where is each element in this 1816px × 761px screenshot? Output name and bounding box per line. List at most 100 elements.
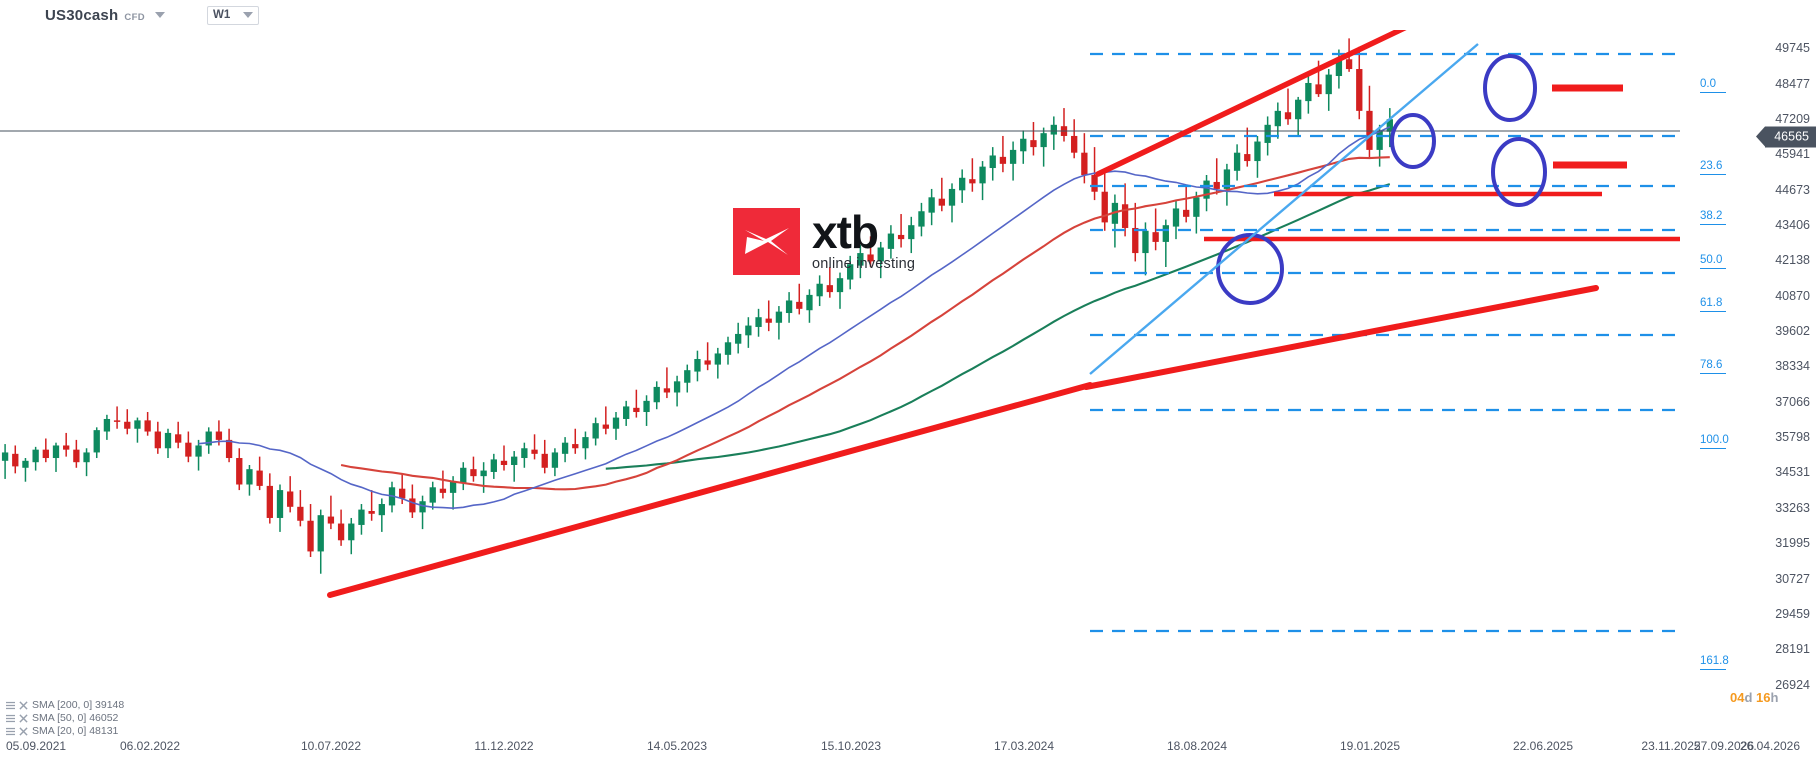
price-tick-label: 44673 [1775, 182, 1810, 197]
candle-body [1213, 181, 1220, 189]
candle-body [511, 456, 518, 465]
current-price-badge: 46565 [1756, 126, 1816, 148]
price-tick-label: 29459 [1775, 606, 1810, 621]
fib-level-label: 50.0 [1700, 254, 1723, 266]
trendline-upper[interactable] [1095, 30, 1438, 177]
close-icon[interactable] [19, 713, 28, 723]
chart-canvas [0, 30, 1680, 633]
candle-body [378, 504, 385, 516]
brand-tagline: online investing [812, 256, 916, 273]
candle-body [989, 155, 996, 169]
price-tick-label: 45941 [1775, 147, 1810, 162]
candle-body [113, 420, 121, 422]
price-tick-label: 48477 [1775, 76, 1810, 91]
settings-icon[interactable] [6, 727, 15, 736]
candle-body [42, 449, 49, 459]
chart-toolbar: US30cash CFD W1 [0, 0, 1816, 30]
close-icon[interactable] [19, 700, 28, 710]
fib-level-label: 78.6 [1700, 359, 1723, 371]
circle-marker-4[interactable] [1491, 137, 1547, 207]
price-axis[interactable]: 49745 48477 47209 45941 44673 43406 42138 40870… [1756, 30, 1816, 702]
settings-icon[interactable] [6, 701, 15, 710]
candle-body [175, 434, 182, 443]
candle-body [225, 439, 233, 459]
fibonacci-levels [1090, 52, 1680, 633]
instrument-type-label: CFD [124, 11, 146, 23]
candle-body [12, 453, 19, 467]
fib-level-underline [1700, 224, 1726, 225]
chevron-down-icon[interactable] [243, 12, 254, 18]
candle-body [541, 453, 548, 468]
candle-body [1020, 138, 1027, 152]
candle-body [1315, 84, 1322, 95]
settings-icon[interactable] [6, 714, 15, 723]
candle-body [185, 442, 192, 457]
candle-body [1009, 149, 1017, 164]
date-tick-label: 27.09.2026 [1693, 739, 1754, 753]
timeframe-selector[interactable]: W1 [207, 5, 260, 25]
circle-marker-1[interactable] [1216, 233, 1284, 305]
candle-body [164, 432, 172, 449]
candle-body [1254, 141, 1261, 162]
price-tick-label: 33263 [1775, 500, 1810, 515]
candle-body [602, 424, 609, 429]
candle-body [144, 420, 151, 432]
chevron-down-icon[interactable] [155, 11, 166, 18]
circle-marker-2[interactable] [1390, 113, 1436, 169]
candle-body [897, 234, 905, 240]
candle-body [673, 381, 681, 393]
trendline-lower-left[interactable] [327, 382, 1093, 598]
candle-body [1356, 69, 1363, 111]
candle-body [317, 515, 324, 552]
candle-body [887, 233, 895, 249]
price-tick-label: 40870 [1775, 288, 1810, 303]
indicator-legend-row[interactable]: SMA [50, 0] 46052 [6, 712, 124, 724]
candle-body [439, 488, 447, 493]
date-tick-label: 10.07.2022 [300, 739, 362, 753]
candle-body [1152, 232, 1159, 242]
countdown-days-unit: d [1744, 690, 1753, 705]
price-tick-label: 37066 [1775, 394, 1810, 409]
indicator-legend-row[interactable]: SMA [200, 0] 39148 [6, 699, 124, 711]
symbol-selector[interactable]: US30cash CFD [45, 7, 166, 24]
acceleration-line[interactable] [1089, 43, 1479, 375]
candle-body [1223, 169, 1231, 189]
candle-body [643, 400, 650, 413]
candle-body [663, 388, 671, 393]
candlestick-series [1, 38, 1393, 574]
trendline-lower-right[interactable] [1083, 285, 1599, 390]
candle-body [694, 359, 701, 372]
close-icon[interactable] [19, 726, 28, 736]
fib-level-underline [1700, 669, 1726, 670]
candle-body [256, 470, 263, 486]
candle-body [63, 445, 70, 450]
indicator-label: SMA [200, 0] 39148 [32, 699, 125, 711]
candle-body [195, 445, 202, 457]
candle-body [490, 459, 497, 472]
candle-body [1091, 174, 1098, 192]
candle-body [582, 437, 589, 449]
date-tick-label: 19.01.2025 [1339, 739, 1401, 753]
price-tick-label: 43406 [1775, 218, 1810, 233]
candle-body [816, 283, 823, 297]
date-axis[interactable]: 05.09.2021 06.02.2022 10.07.2022 11.12.2022… [0, 736, 1816, 761]
circle-marker-3[interactable] [1483, 54, 1537, 122]
candle-body [775, 311, 783, 323]
candle-body [399, 488, 406, 499]
date-tick-label: 26.04.2026 [1739, 739, 1801, 753]
price-tick-label: 30727 [1775, 571, 1810, 586]
candle-body [1132, 227, 1139, 254]
fibonacci-label-layer: 0.0 23.6 38.2 50.0 61.8 78.6 100.0 161.8 [0, 30, 1816, 702]
indicator-legend-row[interactable]: SMA [20, 0] 48131 [6, 725, 124, 737]
countdown-days: 04 [1730, 690, 1745, 705]
xtb-logo-mark [733, 208, 800, 275]
candle-body [52, 445, 60, 459]
sma50-line [340, 156, 1390, 491]
candle-body [276, 490, 284, 518]
candle-body [948, 188, 956, 206]
fib-level-underline [1700, 311, 1726, 312]
chart-plot-area[interactable] [0, 30, 1680, 702]
candle-body [337, 523, 345, 541]
price-tick-label: 31995 [1775, 536, 1810, 551]
candle-body [877, 247, 884, 262]
